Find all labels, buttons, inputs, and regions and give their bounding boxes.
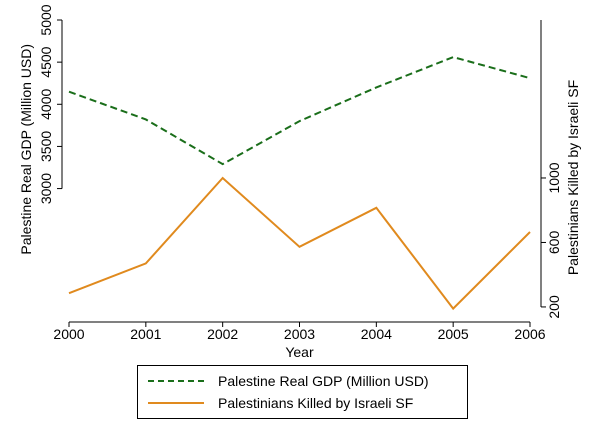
legend: Palestine Real GDP (Million USD) Palesti… [137,365,468,419]
left-y-tick-label: 4000 [38,89,54,120]
labels-layer: 2000 2001 2002 2003 2004 2005 2006 3000 3500 4000… [18,4,581,360]
left-y-tick-label: 4500 [38,46,54,77]
legend-swatch-gdp [148,380,204,382]
x-axis-title: Year [285,344,314,360]
x-tick-label: 2001 [130,326,161,342]
right-y-tick-label: 1000 [546,162,562,193]
x-tick-label: 2005 [438,326,469,342]
x-tick-label: 2004 [361,326,392,342]
legend-swatch-killed [148,402,204,404]
x-tick-label: 2002 [207,326,238,342]
x-tick-label: 2003 [284,326,315,342]
axes [57,19,546,327]
legend-label-killed: Palestinians Killed by Israeli SF [218,395,414,411]
left-y-tick-label: 3500 [38,131,54,162]
x-tick-label: 2006 [514,326,545,342]
right-y-tick-label: 600 [546,231,562,255]
right-y-tick-label: 200 [546,295,562,319]
x-tick-label: 2000 [53,326,84,342]
legend-label-gdp: Palestine Real GDP (Million USD) [218,373,429,389]
left-y-tick-label: 3000 [38,173,54,204]
legend-item-gdp: Palestine Real GDP (Million USD) [148,371,429,391]
left-y-axis-title: Palestine Real GDP (Million USD) [18,44,34,255]
left-y-tick-label: 5000 [38,4,54,35]
right-y-axis-title: Palestinians Killed by Israeli SF [565,80,581,275]
series-line-gdp [68,56,531,166]
series-line-killed [68,176,531,311]
series-layer [68,56,531,311]
legend-item-killed: Palestinians Killed by Israeli SF [148,393,413,413]
